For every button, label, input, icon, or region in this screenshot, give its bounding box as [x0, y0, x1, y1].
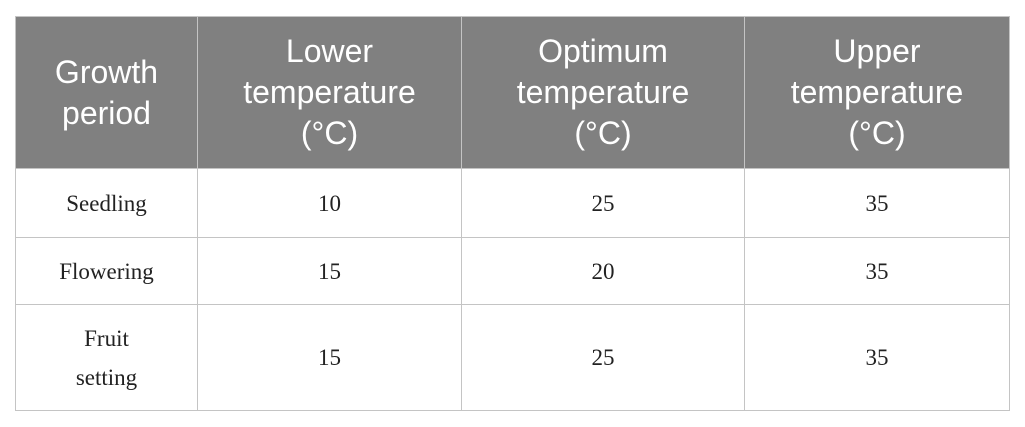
table-row: Seedling 10 25 35 [15, 168, 1010, 238]
temperature-table: Growth period Lower temperature (°C) Optimum t… [15, 16, 1010, 411]
cell-line: temperature [243, 74, 416, 110]
table-header: Growth period Lower temperature (°C) Optimum t… [15, 16, 1010, 169]
cell-line: Lower [285, 33, 374, 69]
table-cell: 35 [744, 168, 1010, 238]
cell-line: Optimum [538, 33, 668, 69]
header-cell: Upper temperature (°C) [744, 16, 1010, 169]
cell-line: Fruit [84, 325, 129, 351]
table-cell: Fruit setting [15, 304, 198, 411]
cell-line: (°C) [300, 115, 359, 151]
table-cell: 15 [197, 304, 462, 411]
cell-line: Growth [54, 53, 159, 90]
table-cell: Seedling [15, 168, 198, 238]
table-cell: 35 [744, 304, 1010, 411]
table-cell: 10 [197, 168, 462, 238]
table-body: Seedling 10 25 35 Flowering 15 20 35 Fruit settin… [15, 168, 1010, 411]
cell-line: (°C) [848, 115, 906, 151]
cell-line: Upper [833, 33, 921, 69]
cell-line: setting [75, 364, 138, 390]
header-cell: Lower temperature (°C) [197, 16, 462, 169]
cell-line: temperature [790, 74, 964, 110]
cell-line: Flowering [59, 258, 154, 284]
table-row: Flowering 15 20 35 [15, 237, 1010, 305]
cell-line: period [62, 94, 151, 131]
table-cell: 25 [461, 304, 745, 411]
cell-line: temperature [516, 74, 690, 110]
table-cell: Flowering [15, 237, 198, 305]
table-cell: 15 [197, 237, 462, 305]
table-cell: 20 [461, 237, 745, 305]
header-row: Growth period Lower temperature (°C) Optimum t… [15, 16, 1010, 169]
table-row: Fruit setting 15 25 35 [15, 304, 1010, 411]
table-cell: 35 [744, 237, 1010, 305]
header-cell: Growth period [15, 16, 198, 169]
header-cell: Optimum temperature (°C) [461, 16, 745, 169]
table-cell: 25 [461, 168, 745, 238]
cell-line: Seedling [66, 190, 147, 216]
cell-line: (°C) [574, 115, 632, 151]
